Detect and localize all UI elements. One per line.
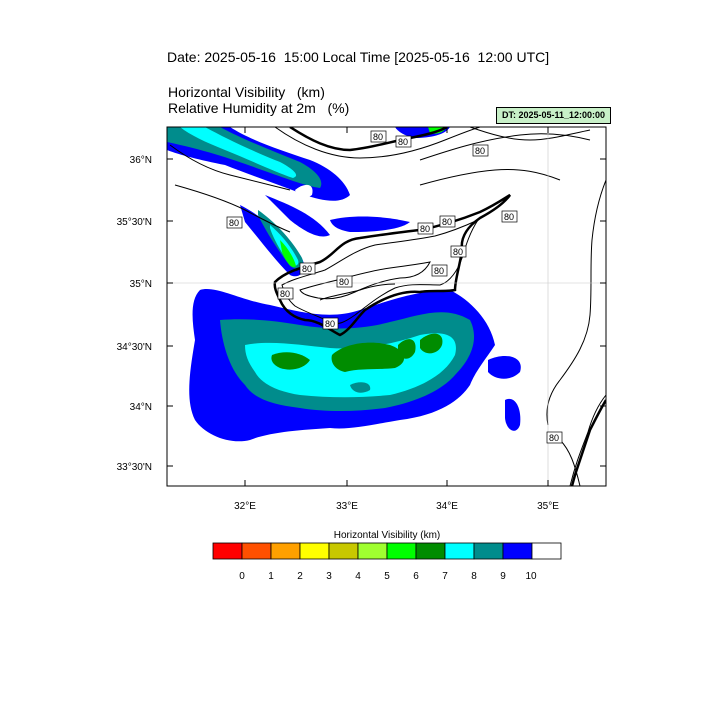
- lon-label-34e: 34°E: [436, 501, 458, 512]
- svg-text:80: 80: [229, 218, 239, 228]
- svg-text:80: 80: [280, 289, 290, 299]
- contour-label-3: 80: [472, 144, 489, 157]
- colorbar-swatch-2: [270, 542, 301, 560]
- visibility-shading-south: [189, 288, 521, 442]
- lon-label-33e: 33°E: [336, 501, 358, 512]
- contour-label-1: 80: [370, 130, 387, 143]
- colorbar-tick-8: 8: [471, 571, 477, 582]
- contour-label-8: 80: [450, 245, 467, 258]
- lat-axis: [167, 158, 606, 467]
- colorbar-tick-0: 0: [239, 571, 245, 582]
- colorbar-swatch-8: [444, 542, 475, 560]
- colorbar-tick-9: 9: [500, 571, 506, 582]
- colorbar-tick-7: 7: [442, 571, 448, 582]
- map-frame: [166, 126, 607, 487]
- graticule: [167, 127, 606, 486]
- contour-label-12: 80: [277, 287, 294, 300]
- svg-text:80: 80: [325, 319, 335, 329]
- colorbar-swatch-0: [212, 542, 243, 560]
- contour-label-11: 80: [431, 264, 448, 277]
- contour-label-6: 80: [501, 210, 518, 223]
- svg-text:80: 80: [475, 146, 485, 156]
- colorbar: [212, 542, 562, 560]
- svg-text:80: 80: [442, 217, 452, 227]
- lon-label-35e: 35°E: [537, 501, 559, 512]
- lat-label-34n: 34°N: [130, 402, 152, 413]
- svg-text:80: 80: [302, 264, 312, 274]
- colorbar-ticks: 0 1 2 3 4 5 6 7 8 9 10: [239, 571, 537, 582]
- svg-text:80: 80: [434, 266, 444, 276]
- colorbar-tick-6: 6: [413, 571, 419, 582]
- colorbar-tick-3: 3: [326, 571, 332, 582]
- colorbar-swatch-7: [415, 542, 446, 560]
- contour-label-7: 80: [417, 222, 434, 235]
- colorbar-title: Horizontal Visibility (km): [334, 530, 441, 541]
- svg-text:80: 80: [420, 224, 430, 234]
- dt-label-box: DT: 2025-05-11_12:00:00: [496, 107, 611, 124]
- colorbar-tick-1: 1: [268, 571, 274, 582]
- coastline-turkey: [169, 127, 591, 233]
- svg-text:80: 80: [453, 247, 463, 257]
- colorbar-swatch-9: [473, 542, 504, 560]
- svg-text:80: 80: [339, 277, 349, 287]
- contour-label-5: 80: [439, 215, 456, 228]
- contour-label-13: 80: [322, 317, 339, 330]
- colorbar-swatch-10: [502, 542, 533, 560]
- contour-labels: 80 80 80 80 80 80 80 80 80 80 80 80 80 8…: [226, 130, 563, 444]
- lon-axis: [244, 127, 549, 486]
- map-plot-area: 80 80 80 80 80 80 80 80 80 80 80 80 80 8…: [167, 127, 606, 486]
- coastline-levant: [546, 179, 606, 486]
- colorbar-tick-4: 4: [355, 571, 361, 582]
- colorbar-tick-5: 5: [384, 571, 390, 582]
- colorbar-tick-2: 2: [297, 571, 303, 582]
- colorbar-swatch-11: [531, 542, 562, 560]
- lat-label-34-30n: 34°30'N: [117, 342, 152, 353]
- lat-label-35-30n: 35°30'N: [117, 217, 152, 228]
- contour-label-10: 80: [336, 275, 353, 288]
- variable-title-visibility: Horizontal Visibility (km): [168, 84, 325, 100]
- colorbar-swatch-6: [386, 542, 417, 560]
- svg-text:80: 80: [549, 433, 559, 443]
- contour-label-14: 80: [546, 431, 563, 444]
- colorbar-swatch-3: [299, 542, 330, 560]
- variable-title-humidity: Relative Humidity at 2m (%): [168, 100, 350, 116]
- contour-label-4: 80: [226, 216, 243, 229]
- colorbar-swatch-5: [357, 542, 388, 560]
- svg-text:80: 80: [504, 212, 514, 222]
- lat-label-36n: 36°N: [130, 155, 152, 166]
- contour-label-9: 80: [299, 262, 316, 275]
- date-title: Date: 2025-05-16 15:00 Local Time [2025-…: [167, 49, 550, 65]
- lat-label-33-30n: 33°30'N: [117, 462, 152, 473]
- colorbar-tick-10: 10: [525, 571, 537, 582]
- contour-label-2: 80: [395, 135, 412, 148]
- colorbar-swatch-1: [241, 542, 272, 560]
- visibility-shading-north: [167, 127, 450, 277]
- lat-label-35n: 35°N: [130, 279, 152, 290]
- svg-text:80: 80: [398, 137, 408, 147]
- svg-text:80: 80: [373, 132, 383, 142]
- lon-label-32e: 32°E: [234, 501, 256, 512]
- colorbar-swatch-4: [328, 542, 359, 560]
